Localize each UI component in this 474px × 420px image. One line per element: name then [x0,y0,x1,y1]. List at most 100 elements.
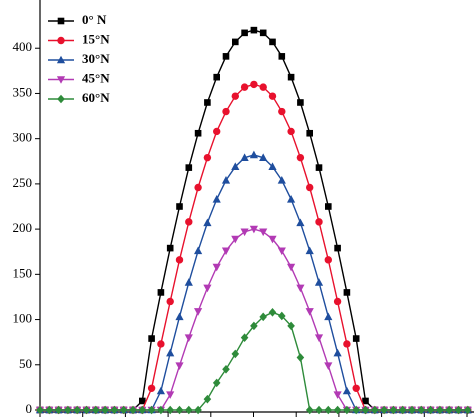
marker [147,384,156,392]
marker [306,129,313,137]
y-tick-label: 350 [13,84,33,99]
marker [92,405,100,415]
marker [203,153,212,162]
marker [352,384,360,392]
marker [57,94,65,104]
marker [212,263,221,272]
marker [362,397,369,405]
marker [314,278,324,286]
marker [343,340,351,348]
marker [268,92,277,100]
marker [259,312,267,322]
marker [315,164,323,171]
marker [82,405,91,415]
marker [305,405,314,415]
marker [166,348,175,357]
marker [259,83,267,91]
marker [184,334,193,342]
marker [194,405,202,415]
marker [175,312,184,321]
marker [343,405,351,415]
marker [296,218,305,227]
marker [333,405,342,415]
marker [334,244,341,252]
marker [184,278,193,286]
marker [166,244,174,252]
marker [147,405,156,415]
marker [129,405,137,415]
marker [203,284,212,293]
marker [166,405,174,415]
marker [203,218,212,227]
marker [296,284,305,293]
marker [306,183,314,192]
marker [194,183,202,192]
marker [305,308,314,316]
marker [324,405,333,415]
y-tick-label: 100 [13,311,33,326]
marker [157,340,165,348]
marker [315,405,323,415]
marker [222,365,230,374]
marker [333,391,342,399]
marker [212,378,221,388]
marker [156,386,165,395]
marker [250,26,258,34]
y-tick-label: 50 [19,356,32,371]
marker [231,92,239,100]
marker [166,297,174,306]
marker [73,405,81,415]
marker [398,405,407,415]
marker [249,150,258,159]
marker [250,321,258,331]
marker [231,235,240,244]
marker [250,80,258,89]
marker [185,164,193,171]
marker [287,127,295,136]
marker [194,129,202,137]
marker [231,349,240,359]
marker [417,405,426,415]
marker [249,225,258,234]
series [35,225,472,415]
marker [212,194,221,203]
marker [259,228,268,237]
marker [101,405,109,415]
marker [268,308,277,317]
marker [342,386,351,395]
marker [175,256,184,264]
line [40,154,468,411]
marker [296,153,305,162]
marker [343,289,351,296]
marker [324,312,333,321]
marker [361,405,370,415]
marker [297,99,304,106]
marker [268,162,277,171]
line [40,83,468,411]
marker [138,405,147,415]
marker [287,321,295,331]
y-tick-label: 0 [26,401,33,416]
line [40,228,468,411]
marker [57,17,65,25]
marker [148,335,155,342]
legend-label: 15°N [82,31,110,46]
marker [408,405,416,415]
marker [278,107,286,116]
marker [221,175,231,184]
series [36,80,472,414]
marker [259,29,267,37]
marker [176,203,183,210]
marker [203,394,212,404]
marker [157,405,165,415]
legend-label: 45°N [82,70,110,85]
marker [333,297,342,306]
marker [222,53,230,60]
marker [222,107,230,116]
marker [305,246,314,255]
marker [175,405,184,415]
marker [352,405,360,415]
marker [221,247,231,256]
